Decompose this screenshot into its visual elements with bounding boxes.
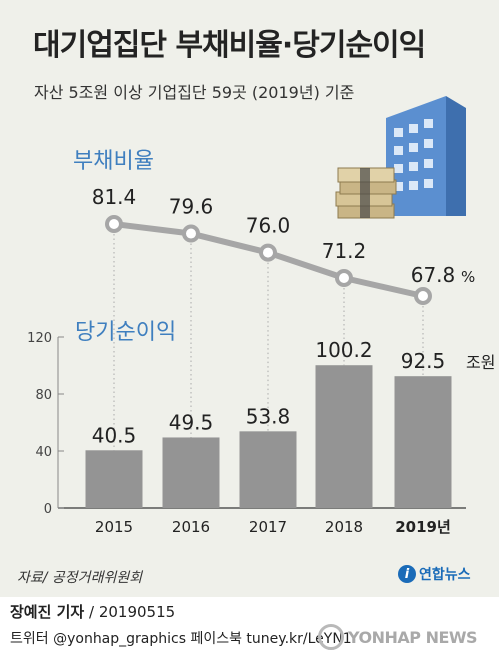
debt-ratio-point	[259, 243, 277, 262]
net-profit-label: 당기순이익	[75, 320, 177, 345]
social-line: 트위터 @yonhap_graphics 페이스북 tuney.kr/LeYN1	[10, 631, 352, 647]
bar-value-label: 100.2	[315, 338, 372, 362]
watermark-text: YONHAP NEWS	[348, 627, 478, 647]
bar-value-label: 49.5	[169, 410, 214, 434]
debt-ratio-point	[105, 215, 123, 233]
source-note: 자료/ 공정거래위원회	[17, 570, 143, 586]
y-tick-label: 120	[27, 331, 52, 346]
debt-ratio-value-label: 81.4	[92, 185, 137, 209]
debt-ratio-unit-label: %	[461, 268, 475, 286]
publish-date: / 20190515	[84, 603, 176, 621]
y-tick-label: 80	[35, 388, 52, 403]
x-tick-label: 2018	[325, 518, 363, 536]
yonhap-logo-text: 연합뉴스	[419, 567, 471, 583]
chart-subtitle: 자산 5조원 이상 기업집단 59곳 (2019년) 기준	[34, 83, 355, 102]
net-profit-bar-chart: 0 40 80 120 40.5 2015 49.5 2016 53.8 2017 100.2 201…	[27, 234, 495, 536]
bar-value-label: 53.8	[246, 404, 291, 428]
debt-ratio-value-label: 79.6	[169, 195, 214, 219]
debt-ratio-point	[414, 287, 432, 305]
chart-canvas: 81.4 79.6 76.0 71.2 67.8% 0 40 80 120 40.5 2015 49…	[27, 96, 495, 536]
y-tick-label: 40	[35, 445, 52, 460]
bar	[315, 365, 373, 508]
yonhap-logo: i 연합뉴스	[398, 562, 471, 586]
author-line: 장예진 기자 / 20190515	[10, 601, 175, 622]
debt-ratio-point	[335, 269, 353, 287]
author-name: 장예진 기자	[10, 603, 85, 621]
debt-ratio-label: 부채비율	[73, 149, 154, 174]
y-tick-label: 0	[44, 502, 52, 517]
building-illustration	[386, 96, 466, 216]
debt-ratio-value-label: 67.8	[411, 263, 456, 287]
bar-value-label: 92.5	[401, 349, 446, 373]
yonhap-logo-icon: i	[398, 565, 416, 583]
money-stack-illustration	[335, 167, 397, 219]
bar-unit-label: 조원	[466, 353, 495, 372]
bar	[394, 376, 452, 508]
debt-ratio-point	[182, 224, 200, 243]
x-tick-label: 2017	[249, 518, 287, 536]
watermark: YONHAP NEWS	[318, 624, 478, 650]
x-tick-label: 2019년	[395, 518, 451, 536]
x-tick-label: 2016	[172, 518, 210, 536]
bar	[85, 450, 143, 508]
bar	[162, 437, 220, 508]
chart-title: 대기업집단 부채비율·당기순이익	[33, 28, 426, 63]
debt-ratio-line-chart: 81.4 79.6 76.0 71.2 67.8%	[92, 185, 475, 305]
x-tick-label: 2015	[95, 518, 133, 536]
bar	[239, 431, 297, 508]
bar-value-label: 40.5	[92, 423, 137, 447]
debt-ratio-value-label: 76.0	[246, 214, 291, 238]
watermark-logo-icon	[318, 624, 344, 650]
debt-ratio-value-label: 71.2	[322, 239, 367, 263]
